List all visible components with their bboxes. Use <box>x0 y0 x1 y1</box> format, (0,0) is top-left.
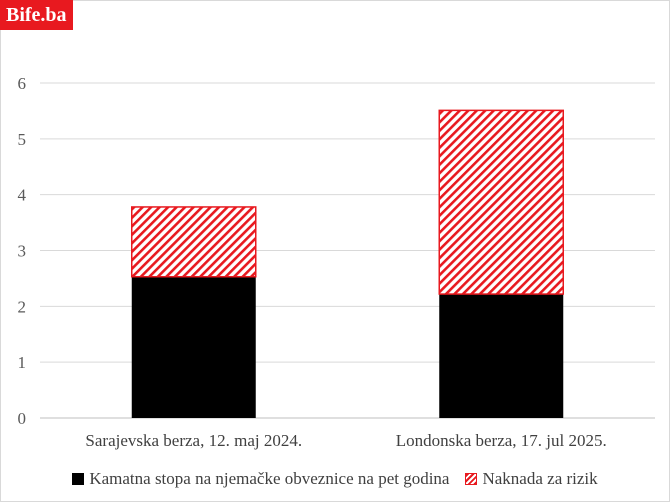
x-category-label: Londonska berza, 17. jul 2025. <box>396 431 607 450</box>
y-tick-label: 1 <box>18 353 27 372</box>
legend-label-risk-premium: Naknada za rizik <box>482 469 598 488</box>
bar-segment-interest-rate <box>439 294 564 418</box>
y-tick-label: 0 <box>18 409 27 428</box>
y-tick-label: 4 <box>18 186 27 205</box>
bar-segment-interest-rate <box>131 276 256 418</box>
y-tick-label: 5 <box>18 130 27 149</box>
y-tick-label: 3 <box>18 242 27 261</box>
bar-segment-risk-premium <box>438 109 564 295</box>
bar-segment-risk-premium <box>131 206 257 278</box>
legend-item-interest-rate: Kamatna stopa na njemačke obveznice na p… <box>72 469 449 489</box>
legend-swatch-hatch <box>465 473 478 485</box>
stacked-bar-chart: 0 1 2 3 4 5 6 Sarajevska berza, 12. maj 2024. Lo… <box>18 74 655 450</box>
x-category-label: Sarajevska berza, 12. maj 2024. <box>85 431 302 450</box>
brand-logo: Bife.ba <box>0 0 73 30</box>
legend: Kamatna stopa na njemačke obveznice na p… <box>0 467 670 491</box>
legend-item-risk-premium: Naknada za rizik <box>465 469 598 489</box>
y-tick-label: 2 <box>18 297 27 316</box>
legend-label-interest-rate: Kamatna stopa na njemačke obveznice na p… <box>89 469 450 488</box>
legend-swatch-solid <box>72 473 85 485</box>
y-tick-label: 6 <box>18 74 27 93</box>
